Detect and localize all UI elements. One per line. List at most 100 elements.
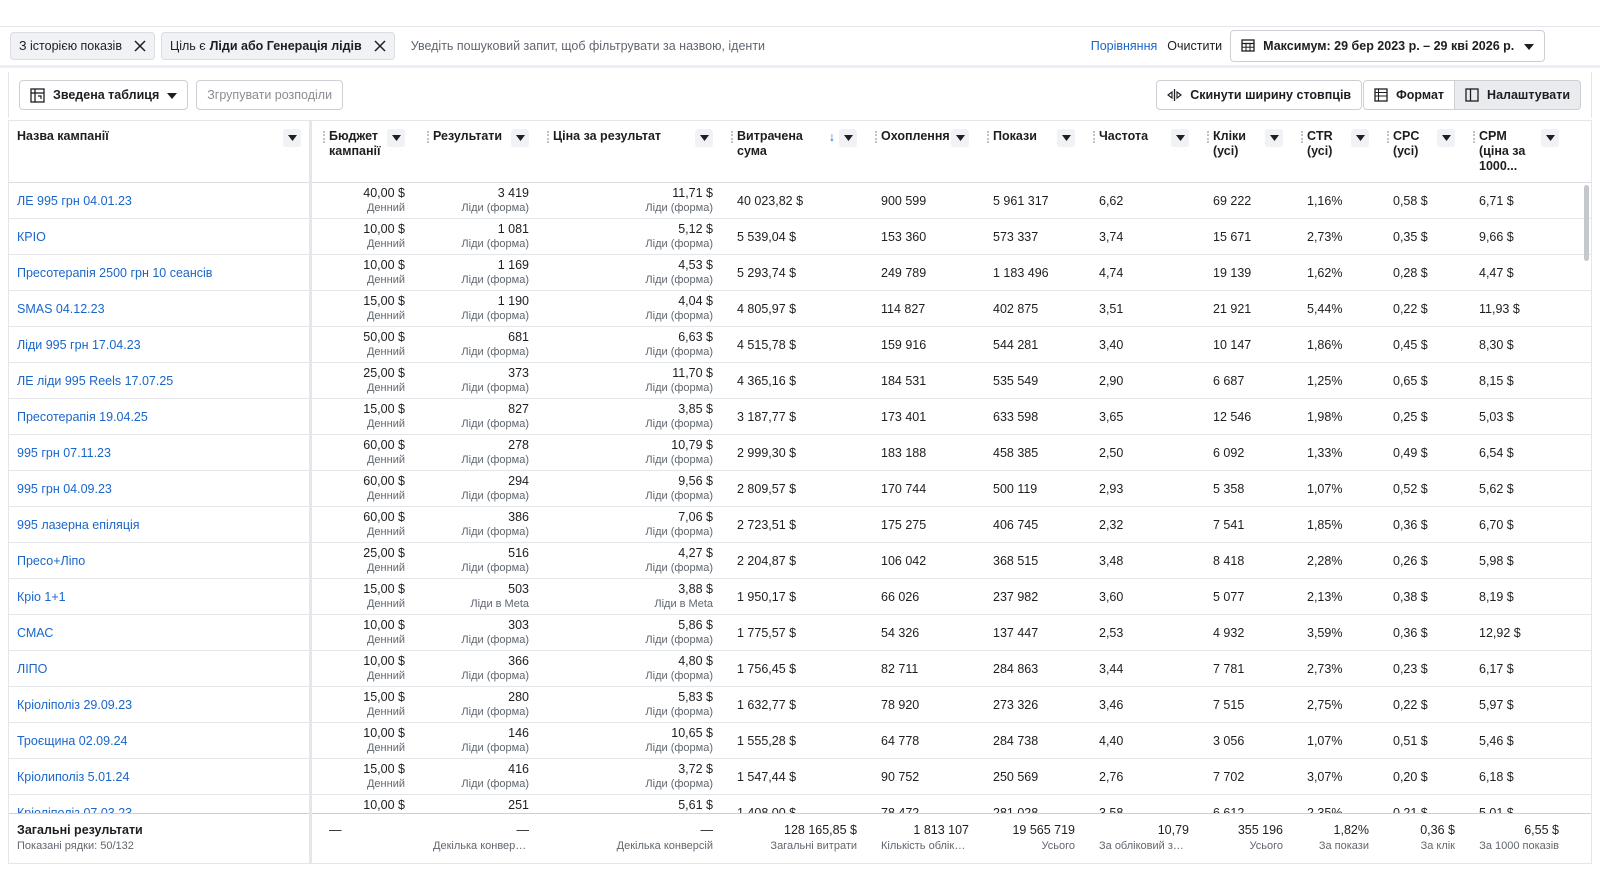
compare-button[interactable]: Порівняння xyxy=(1090,39,1158,53)
column-resize-handle[interactable] xyxy=(547,131,549,143)
column-resize-handle[interactable] xyxy=(1301,131,1303,143)
column-menu-icon[interactable] xyxy=(1437,129,1455,147)
campaign-name-link[interactable]: ЛІПО xyxy=(17,662,48,676)
vertical-scrollbar[interactable] xyxy=(1584,185,1589,261)
table-row[interactable]: Пресотерапія 2500 грн 10 сеансів 10,00 $ Д… xyxy=(9,255,1591,291)
cell-ctr: 1,98% xyxy=(1307,410,1343,424)
column-menu-icon[interactable] xyxy=(1171,129,1189,147)
sort-descending-icon[interactable]: ↓ xyxy=(828,130,835,144)
column-menu-icon[interactable] xyxy=(951,129,969,147)
reset-column-width-button[interactable]: Скинути ширину стовпців xyxy=(1156,80,1363,110)
header-results[interactable]: Результати xyxy=(425,121,537,183)
table-row[interactable]: ЛЕ ліди 995 Reels 17.07.25 25,00 $ Денний 3… xyxy=(9,363,1591,399)
cell-budget: 10,00 $ Денний xyxy=(321,255,413,291)
filter-chip-objective[interactable]: Ціль є Ліди або Генерація лідів xyxy=(160,32,395,60)
table-row[interactable]: КРІО 10,00 $ Денний 1 081 Ліди (форма) 5,12 $… xyxy=(9,219,1591,255)
campaign-name-link[interactable]: Кріо 1+1 xyxy=(17,590,66,604)
header-cpm[interactable]: CPM (ціна за 1000... xyxy=(1471,121,1567,183)
pivot-table-button[interactable]: Зведена таблиця xyxy=(19,80,189,110)
campaign-name-link[interactable]: SMAS 04.12.23 xyxy=(17,302,105,316)
cell-freq: 3,44 xyxy=(1099,662,1124,676)
cell-cpm: 5,46 $ xyxy=(1479,734,1514,748)
campaign-name-link[interactable]: 995 грн 04.09.23 xyxy=(17,482,112,496)
table-row[interactable]: Ліди 995 грн 17.04.23 50,00 $ Денний 681 Лід… xyxy=(9,327,1591,363)
column-resize-handle[interactable] xyxy=(1093,131,1095,143)
campaign-name-link[interactable]: Кріоліполіз 29.09.23 xyxy=(17,698,133,712)
campaign-name-link[interactable]: 995 лазерна епіляція xyxy=(17,518,140,532)
header-cpc[interactable]: CPC (усі) xyxy=(1385,121,1463,183)
column-resize-handle[interactable] xyxy=(731,131,733,143)
table-row[interactable]: SMAS 04.12.23 15,00 $ Денний 1 190 Ліди (фор… xyxy=(9,291,1591,327)
campaign-name-link[interactable]: Пресо+Ліпо xyxy=(17,554,86,568)
header-reach[interactable]: Охоплення xyxy=(873,121,977,183)
header-budget[interactable]: Бюджет кампанії xyxy=(321,121,413,183)
column-resize-handle[interactable] xyxy=(427,131,429,143)
column-header-label: Витрачена сума xyxy=(737,129,803,158)
header-amount-spent[interactable]: Витрачена сума ↓ xyxy=(729,121,865,183)
column-menu-icon[interactable] xyxy=(511,129,529,147)
column-resize-handle[interactable] xyxy=(1473,131,1475,143)
header-campaign-name[interactable]: Назва кампанії xyxy=(9,121,309,183)
column-resize-handle[interactable] xyxy=(1207,131,1209,143)
table-row[interactable]: Кріолиполіз 5.01.24 15,00 $ Денний 416 Ліди … xyxy=(9,759,1591,795)
format-label: Формат xyxy=(1396,88,1445,102)
column-menu-icon[interactable] xyxy=(1541,129,1559,147)
column-menu-icon[interactable] xyxy=(1351,129,1369,147)
column-menu-icon[interactable] xyxy=(1057,129,1075,147)
cell-subtext: Ліди (форма) xyxy=(645,454,713,466)
column-resize-handle[interactable] xyxy=(987,131,989,143)
campaign-name-link[interactable]: Кріоліполіз 07.03.23 xyxy=(17,806,133,813)
filter-bar: З історією показів Ціль є Ліди або Генер… xyxy=(0,26,1600,68)
table-row[interactable]: 995 грн 04.09.23 60,00 $ Денний 294 Ліди (фо… xyxy=(9,471,1591,507)
column-resize-handle[interactable] xyxy=(1387,131,1389,143)
campaign-name-link[interactable]: Пресотерапія 19.04.25 xyxy=(17,410,148,424)
table-row[interactable]: Троєщина 02.09.24 10,00 $ Денний 146 Ліди (ф… xyxy=(9,723,1591,759)
table-row[interactable]: 995 грн 07.11.23 60,00 $ Денний 278 Ліди (фо… xyxy=(9,435,1591,471)
cell-impr: 458 385 xyxy=(993,446,1039,460)
table-row[interactable]: Кріоліполіз 07.03.23 10,00 $Денний 251Ліди… xyxy=(9,795,1591,813)
cell-cpm: 6,70 $ xyxy=(1479,518,1514,532)
customize-columns-button[interactable]: Налаштувати xyxy=(1454,80,1581,110)
search-input[interactable] xyxy=(400,32,1091,60)
campaign-name-link[interactable]: СМАС xyxy=(17,626,54,640)
group-breakdowns-button[interactable]: Згрупувати розподіли xyxy=(196,80,344,110)
header-cost-per-result[interactable]: Ціна за результат xyxy=(545,121,721,183)
frozen-column-divider[interactable] xyxy=(309,121,312,863)
format-button[interactable]: Формат xyxy=(1363,80,1456,110)
campaign-name-link[interactable]: Троєщина 02.09.24 xyxy=(17,734,128,748)
table-row[interactable]: 995 лазерна епіляція 60,00 $ Денний 386 Ліди… xyxy=(9,507,1591,543)
cell-cpc: 0,28 $ xyxy=(1393,266,1428,280)
column-menu-icon[interactable] xyxy=(283,129,301,147)
table-row[interactable]: Кріо 1+1 15,00 $ Денний 503 Ліди в Meta 3,88 … xyxy=(9,579,1591,615)
table-row[interactable]: СМАС 10,00 $ Денний 303 Ліди (форма) 5,86 $ Лі… xyxy=(9,615,1591,651)
campaign-name-link[interactable]: КРІО xyxy=(17,230,46,244)
column-resize-handle[interactable] xyxy=(875,131,877,143)
header-ctr[interactable]: CTR (усі) xyxy=(1299,121,1377,183)
table-row[interactable]: Пресотерапія 19.04.25 15,00 $ Денний 827 Лід… xyxy=(9,399,1591,435)
campaign-name-link[interactable]: ЛЕ 995 грн 04.01.23 xyxy=(17,194,132,208)
filter-chip-impressions[interactable]: З історією показів xyxy=(10,32,155,60)
cell-cpm: 6,71 $ xyxy=(1479,194,1514,208)
column-menu-icon[interactable] xyxy=(839,129,857,147)
header-impressions[interactable]: Покази xyxy=(985,121,1083,183)
column-menu-icon[interactable] xyxy=(1265,129,1283,147)
table-row[interactable]: Пресо+Ліпо 25,00 $ Денний 516 Ліди (форма) 4,… xyxy=(9,543,1591,579)
campaign-name-link[interactable]: ЛЕ ліди 995 Reels 17.07.25 xyxy=(17,374,174,388)
column-menu-icon[interactable] xyxy=(387,129,405,147)
cell-cpm: 11,93 $ xyxy=(1479,302,1520,316)
campaign-name-link[interactable]: Ліди 995 грн 17.04.23 xyxy=(17,338,141,352)
campaign-name-link[interactable]: Пресотерапія 2500 грн 10 сеансів xyxy=(17,266,213,280)
clear-button[interactable]: Очистити xyxy=(1167,39,1223,53)
column-resize-handle[interactable] xyxy=(323,131,325,143)
header-clicks[interactable]: Кліки (усі) xyxy=(1205,121,1291,183)
table-row[interactable]: ЛЕ 995 грн 04.01.23 40,00 $ Денний 3 419 Лід… xyxy=(9,183,1591,219)
date-range-picker[interactable]: Максимум: 29 бер 2023 р. – 29 кві 2026 р… xyxy=(1230,30,1546,62)
campaign-name-link[interactable]: Кріолиполіз 5.01.24 xyxy=(17,770,130,784)
header-frequency[interactable]: Частота xyxy=(1091,121,1197,183)
column-menu-icon[interactable] xyxy=(695,129,713,147)
table-row[interactable]: ЛІПО 10,00 $ Денний 366 Ліди (форма) 4,80 $ Лі… xyxy=(9,651,1591,687)
table-row[interactable]: Кріоліполіз 29.09.23 15,00 $ Денний 280 Ліди… xyxy=(9,687,1591,723)
campaign-name-link[interactable]: 995 грн 07.11.23 xyxy=(17,446,111,460)
close-icon[interactable] xyxy=(132,38,148,54)
close-icon[interactable] xyxy=(372,38,388,54)
